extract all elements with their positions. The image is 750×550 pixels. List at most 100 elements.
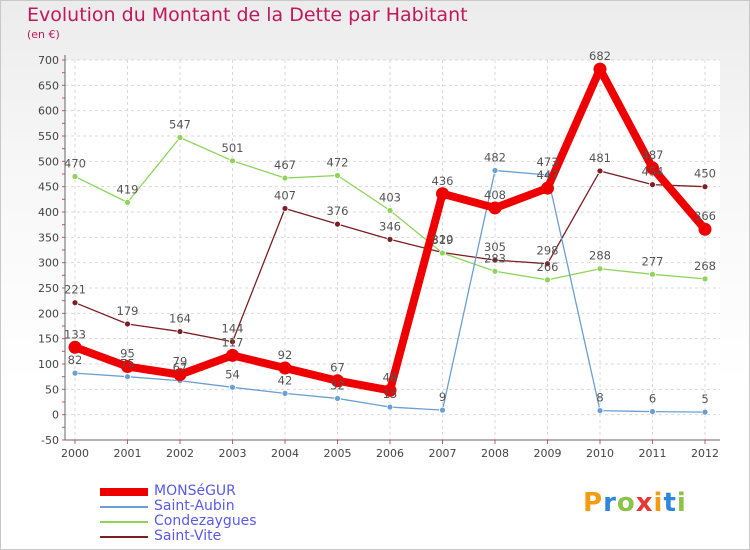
data-label: 92 — [278, 348, 293, 362]
data-point — [701, 183, 709, 191]
data-label: 487 — [642, 148, 664, 162]
data-point — [334, 172, 341, 179]
y-tick-label: 300 — [38, 257, 59, 270]
y-tick-label: 450 — [38, 181, 59, 194]
data-label: 682 — [589, 49, 611, 63]
data-label: 547 — [169, 118, 191, 132]
data-label: 75 — [120, 357, 135, 371]
data-point — [281, 389, 289, 397]
x-tick-label: 2003 — [219, 447, 247, 460]
data-label: 472 — [327, 156, 349, 170]
data-point — [544, 260, 551, 268]
legend-swatch — [100, 505, 148, 508]
data-label: 305 — [484, 240, 506, 254]
data-label: 403 — [379, 190, 401, 204]
data-label: 117 — [222, 335, 244, 349]
legend-item: Condezaygues — [100, 514, 257, 529]
legend-label: Saint-Aubin — [154, 498, 235, 514]
x-tick-label: 2011 — [639, 447, 667, 460]
y-tick-label: 350 — [38, 231, 59, 244]
data-point — [176, 134, 184, 141]
logo-letter: x — [635, 488, 654, 518]
data-point — [593, 62, 607, 76]
x-tick-label: 2000 — [61, 447, 89, 460]
logo-letter: i — [653, 488, 664, 518]
data-label: 48 — [383, 370, 398, 384]
data-label: 67 — [173, 361, 188, 375]
data-label: 346 — [379, 219, 401, 233]
data-label: 283 — [484, 251, 506, 265]
data-point — [281, 205, 289, 212]
legend-swatch — [100, 487, 148, 496]
data-point — [68, 340, 82, 354]
x-tick-label: 2001 — [114, 447, 142, 460]
data-point — [386, 403, 394, 411]
data-label: 320 — [432, 233, 454, 247]
x-tick-label: 2006 — [376, 447, 404, 460]
data-label: 436 — [432, 174, 454, 188]
data-label: 15 — [383, 387, 398, 401]
x-tick-label: 2004 — [271, 447, 299, 460]
data-label: 79 — [173, 355, 188, 369]
data-label: 221 — [64, 283, 86, 297]
data-label: 447 — [537, 168, 559, 182]
data-label: 42 — [278, 373, 293, 387]
data-point — [334, 220, 341, 228]
data-label: 133 — [64, 327, 86, 341]
legend-label: Condezaygues — [154, 513, 257, 529]
data-point — [701, 408, 709, 416]
data-label: 481 — [589, 151, 611, 165]
y-tick-label: 0 — [52, 409, 59, 422]
data-point — [649, 408, 656, 416]
data-point — [229, 338, 236, 346]
data-label: 32 — [330, 378, 345, 392]
legend-label: MONSéGUR — [154, 483, 236, 499]
data-label: 288 — [589, 249, 611, 263]
data-label: 450 — [694, 167, 716, 181]
logo-letter: o — [616, 488, 636, 518]
data-point — [334, 395, 341, 402]
data-point — [281, 174, 289, 182]
data-point — [71, 299, 79, 307]
y-tick-label: 400 — [38, 206, 59, 219]
y-tick-label: 200 — [38, 307, 59, 320]
data-label: 408 — [484, 188, 506, 202]
chart-title: Evolution du Montant de la Dette par Hab… — [27, 4, 468, 26]
data-label: 366 — [694, 209, 716, 223]
data-label: 9 — [439, 390, 446, 404]
data-point — [439, 249, 446, 257]
data-label: 95 — [120, 347, 135, 361]
logo-letter: t — [663, 488, 677, 518]
data-point — [646, 161, 659, 175]
data-point — [278, 361, 292, 375]
data-point — [229, 383, 236, 391]
legend-label: Saint-Vite — [154, 528, 222, 544]
data-point — [121, 360, 134, 374]
data-label: 67 — [330, 361, 345, 375]
legend-item: Saint-Aubin — [100, 499, 257, 514]
data-label: 470 — [64, 157, 86, 171]
data-point — [173, 368, 187, 382]
y-tick-label: 150 — [38, 333, 59, 346]
data-point — [488, 201, 502, 215]
data-point — [544, 276, 551, 284]
x-tick-label: 2002 — [166, 447, 194, 460]
data-label: 407 — [274, 188, 296, 202]
data-label: 164 — [169, 312, 191, 326]
y-tick-label: 250 — [38, 282, 59, 295]
x-tick-label: 2010 — [586, 447, 614, 460]
data-label: 319 — [432, 233, 454, 247]
legend-item: MONSéGUR — [100, 484, 257, 499]
data-label: 54 — [225, 367, 240, 381]
data-point — [71, 173, 79, 180]
data-point — [541, 181, 554, 195]
y-tick-label: 500 — [38, 155, 59, 168]
data-label: 454 — [642, 165, 664, 179]
x-tick-label: 2009 — [534, 447, 562, 460]
data-label: 501 — [222, 141, 244, 155]
data-point — [596, 167, 604, 175]
data-label: 5 — [701, 392, 708, 406]
logo-letter: P — [583, 488, 604, 518]
data-point — [596, 407, 604, 415]
